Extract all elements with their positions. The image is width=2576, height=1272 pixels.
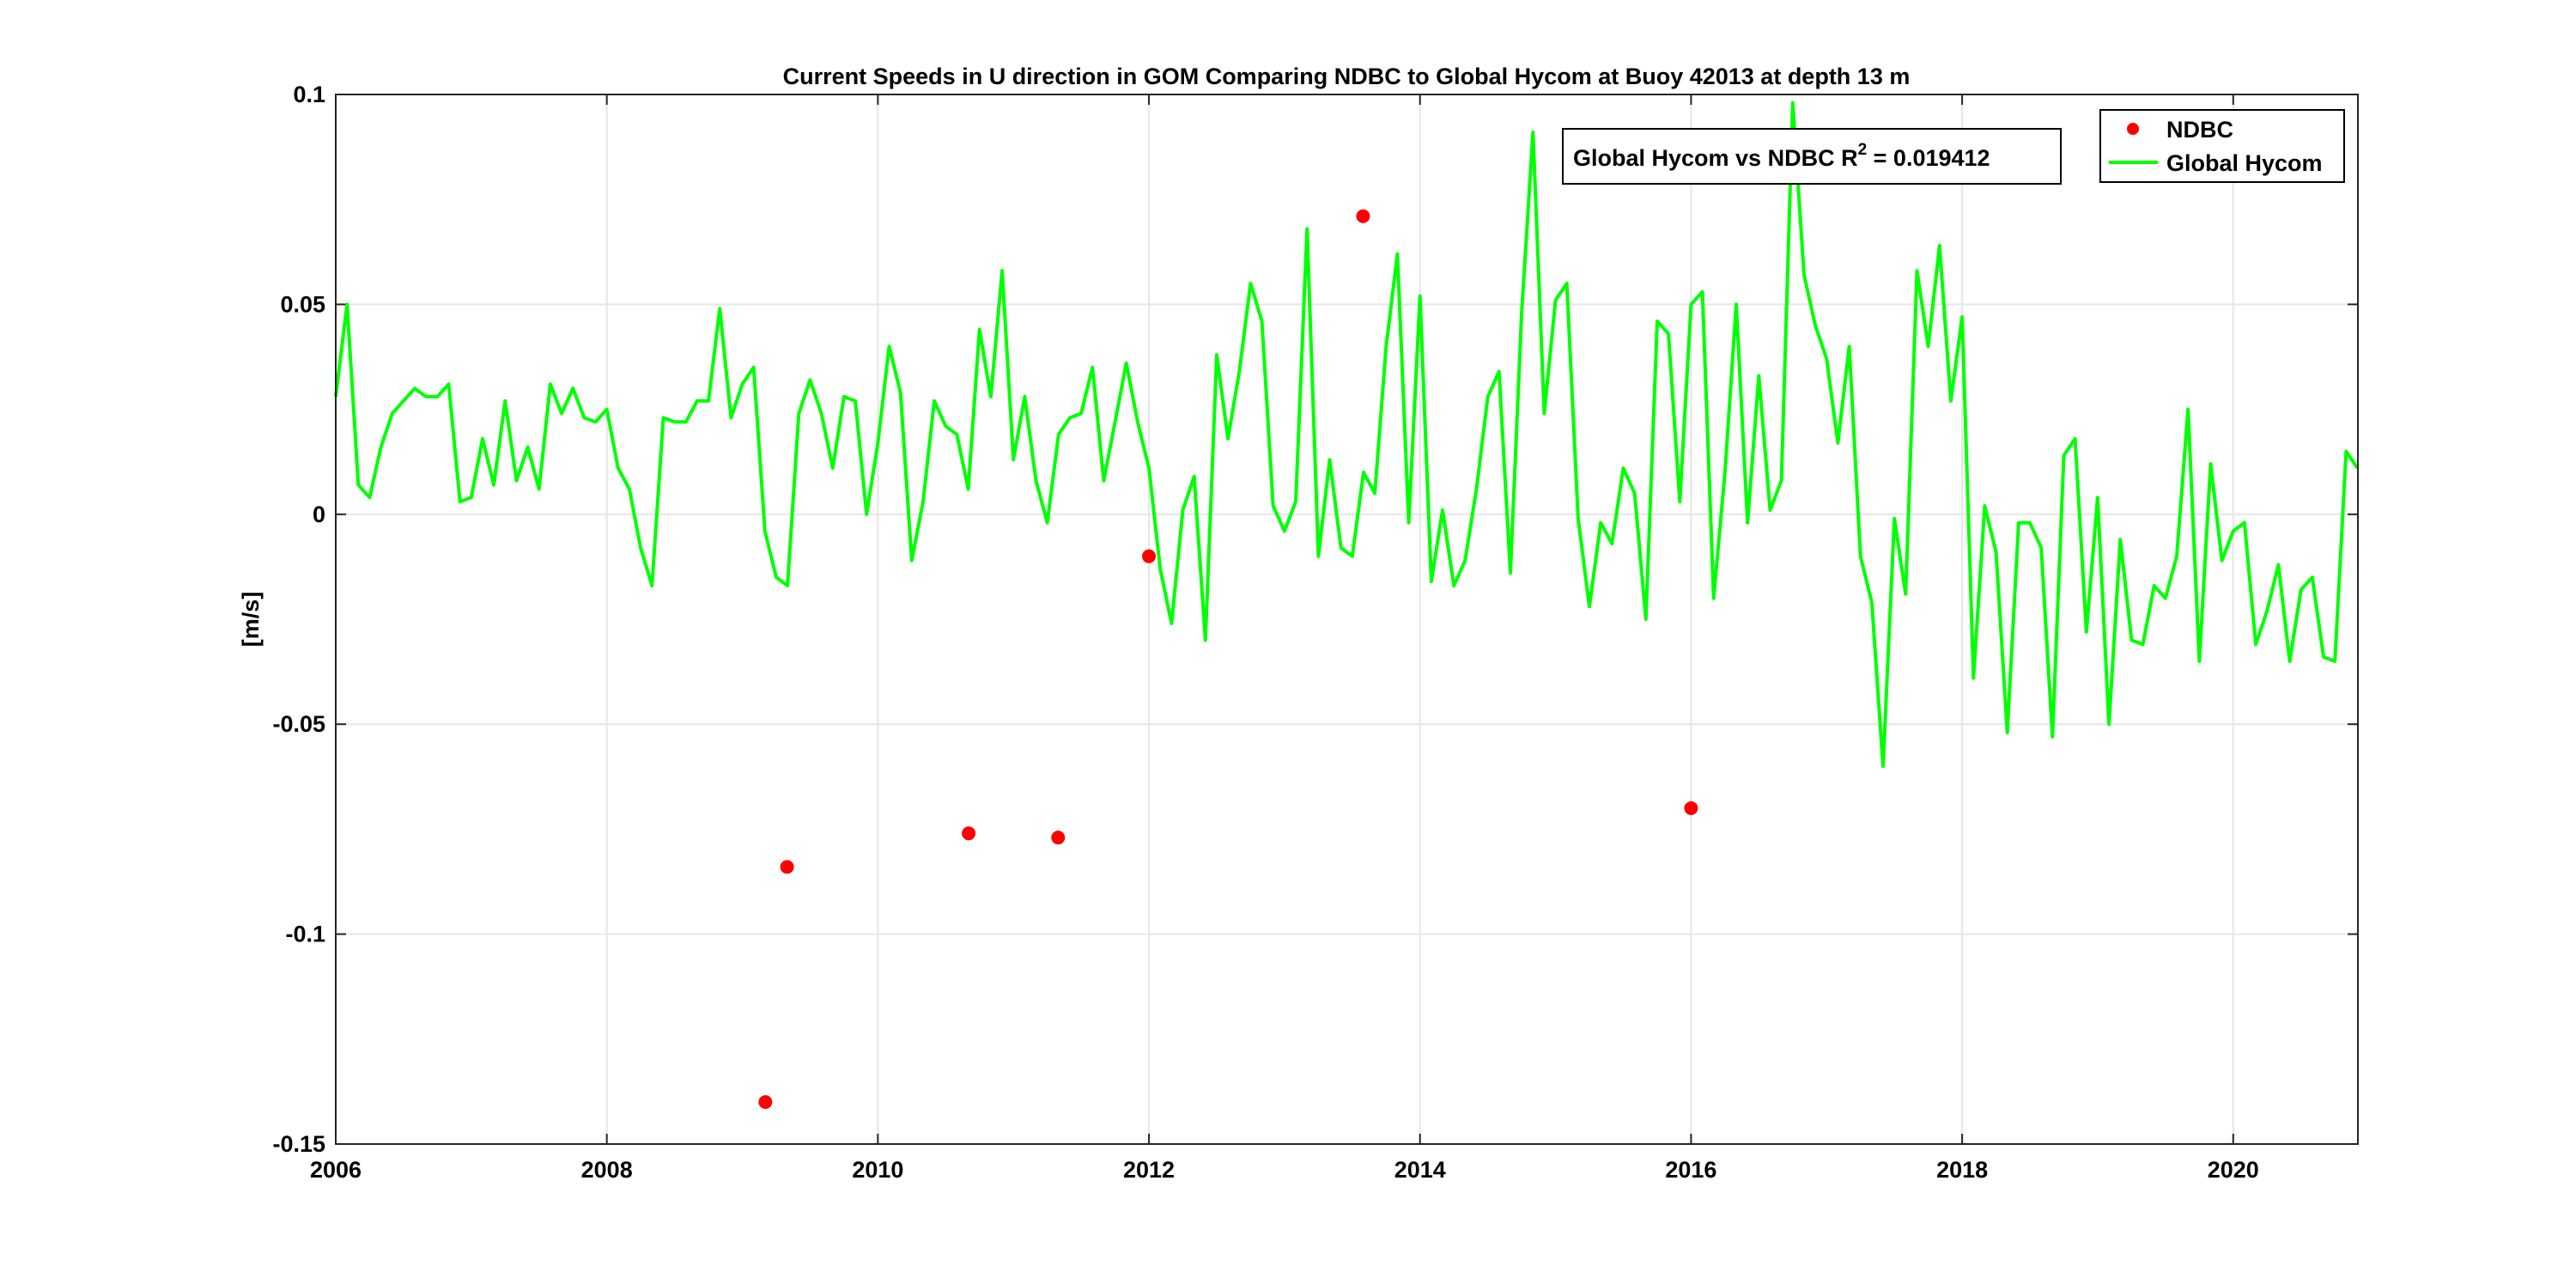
ndbc-point bbox=[780, 860, 794, 874]
legend-label-global-hycom: Global Hycom bbox=[2166, 150, 2323, 176]
x-tick-label: 2014 bbox=[1394, 1157, 1446, 1183]
y-axis-label: [m/s] bbox=[238, 592, 264, 648]
y-tick-label: -0.15 bbox=[272, 1131, 325, 1157]
y-tick-label: 0 bbox=[313, 502, 325, 527]
x-tick-label: 2008 bbox=[581, 1157, 633, 1183]
legend: NDBC Global Hycom bbox=[2099, 109, 2345, 183]
series-line-global-hycom bbox=[334, 100, 2360, 769]
ndbc-point bbox=[758, 1095, 773, 1110]
x-tick-label: 2010 bbox=[852, 1157, 903, 1183]
annotation-box bbox=[1562, 128, 2062, 185]
ndbc-point bbox=[1051, 831, 1066, 845]
annotation-superscript: 2 bbox=[1858, 141, 1868, 159]
tick-labels: 2006 2008 2010 2012 2014 2016 2018 2020 -0.15 -0.… bbox=[272, 82, 2258, 1183]
plot-area bbox=[336, 94, 2358, 1144]
annotation-main: Global Hycom vs NDBC R bbox=[1573, 145, 1858, 171]
ndbc-point bbox=[1142, 549, 1157, 563]
x-tick-label: 2012 bbox=[1123, 1157, 1175, 1183]
r-squared-annotation: Global Hycom vs NDBC R2 = 0.019412 bbox=[1562, 128, 2062, 185]
ndbc-point bbox=[1684, 800, 1698, 815]
series-layer bbox=[334, 100, 2360, 1110]
annotation-suffix: = 0.019412 bbox=[1867, 145, 1990, 171]
annotation-text: Global Hycom vs NDBC R2 = 0.019412 bbox=[1573, 141, 1990, 171]
chart-title: Current Speeds in U direction in GOM Com… bbox=[783, 64, 1911, 89]
ndbc-point bbox=[1356, 209, 1370, 223]
x-tick-label: 2006 bbox=[310, 1157, 361, 1183]
y-tick-label: -0.05 bbox=[272, 711, 325, 737]
legend-label-ndbc: NDBC bbox=[2166, 117, 2233, 143]
ndbc-point bbox=[962, 826, 976, 841]
x-tick-label: 2016 bbox=[1665, 1157, 1716, 1183]
y-tick-label: 0.05 bbox=[280, 291, 325, 317]
y-tick-label: -0.1 bbox=[285, 922, 325, 947]
legend-box bbox=[2099, 109, 2345, 183]
x-tick-label: 2018 bbox=[1936, 1157, 1988, 1183]
legend-marker-ndbc bbox=[2127, 123, 2139, 135]
plot-frame bbox=[335, 94, 2359, 1145]
x-tick-label: 2020 bbox=[2208, 1157, 2259, 1183]
y-tick-label: 0.1 bbox=[293, 82, 325, 107]
